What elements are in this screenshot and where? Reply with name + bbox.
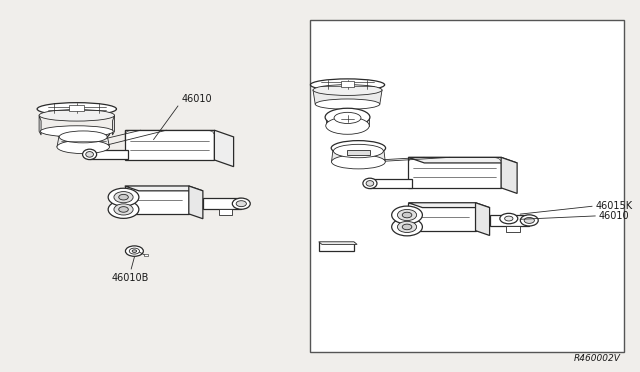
Ellipse shape (114, 204, 133, 215)
Ellipse shape (326, 117, 369, 134)
Ellipse shape (232, 198, 250, 209)
Polygon shape (332, 151, 385, 162)
Polygon shape (69, 105, 84, 111)
Ellipse shape (37, 103, 116, 115)
Polygon shape (57, 137, 109, 147)
Ellipse shape (403, 224, 412, 230)
Polygon shape (125, 186, 189, 214)
Ellipse shape (83, 149, 97, 160)
Ellipse shape (86, 151, 93, 157)
Polygon shape (326, 117, 369, 126)
Ellipse shape (108, 201, 139, 218)
Ellipse shape (313, 84, 382, 95)
Ellipse shape (397, 221, 417, 232)
Text: 46010B: 46010B (112, 273, 149, 283)
Polygon shape (347, 150, 370, 155)
Ellipse shape (316, 99, 380, 109)
Ellipse shape (132, 250, 137, 252)
Ellipse shape (310, 79, 385, 91)
Polygon shape (319, 242, 357, 244)
Polygon shape (125, 186, 203, 191)
Polygon shape (125, 130, 214, 160)
Ellipse shape (114, 192, 133, 203)
Polygon shape (506, 225, 520, 232)
Text: 46010: 46010 (598, 211, 629, 221)
Polygon shape (341, 81, 354, 87)
Ellipse shape (40, 126, 113, 137)
Text: 46010: 46010 (181, 94, 212, 103)
Ellipse shape (129, 248, 140, 254)
Polygon shape (476, 203, 490, 235)
Ellipse shape (504, 216, 513, 221)
Text: 46015K: 46015K (595, 201, 632, 211)
Polygon shape (408, 157, 501, 188)
Polygon shape (501, 157, 517, 193)
Polygon shape (90, 150, 128, 159)
Ellipse shape (119, 194, 129, 200)
Polygon shape (203, 199, 241, 209)
Polygon shape (214, 130, 234, 167)
Ellipse shape (57, 127, 109, 141)
Ellipse shape (334, 112, 361, 124)
Polygon shape (144, 254, 148, 256)
Ellipse shape (520, 215, 538, 226)
Ellipse shape (333, 144, 383, 158)
Ellipse shape (332, 155, 385, 169)
Polygon shape (313, 90, 382, 104)
Ellipse shape (524, 217, 534, 223)
Polygon shape (408, 203, 490, 208)
Polygon shape (408, 203, 476, 231)
Ellipse shape (392, 206, 422, 224)
Ellipse shape (403, 212, 412, 218)
Ellipse shape (397, 209, 417, 221)
Ellipse shape (325, 108, 370, 126)
Text: R460002V: R460002V (574, 354, 621, 363)
Polygon shape (490, 215, 529, 225)
Ellipse shape (39, 109, 115, 121)
Ellipse shape (392, 218, 422, 236)
Ellipse shape (236, 201, 246, 207)
Ellipse shape (119, 207, 129, 212)
Polygon shape (113, 115, 115, 135)
Polygon shape (125, 130, 214, 141)
Polygon shape (408, 157, 517, 163)
Ellipse shape (108, 188, 139, 206)
Ellipse shape (363, 178, 377, 189)
Ellipse shape (125, 246, 143, 256)
Bar (310, 20, 624, 352)
Ellipse shape (366, 180, 374, 186)
Polygon shape (39, 115, 41, 135)
Ellipse shape (500, 214, 518, 224)
Ellipse shape (60, 131, 108, 143)
Polygon shape (189, 186, 203, 219)
Ellipse shape (332, 141, 385, 155)
Ellipse shape (57, 140, 109, 154)
Polygon shape (319, 242, 354, 251)
Polygon shape (219, 209, 232, 215)
Polygon shape (370, 179, 412, 188)
